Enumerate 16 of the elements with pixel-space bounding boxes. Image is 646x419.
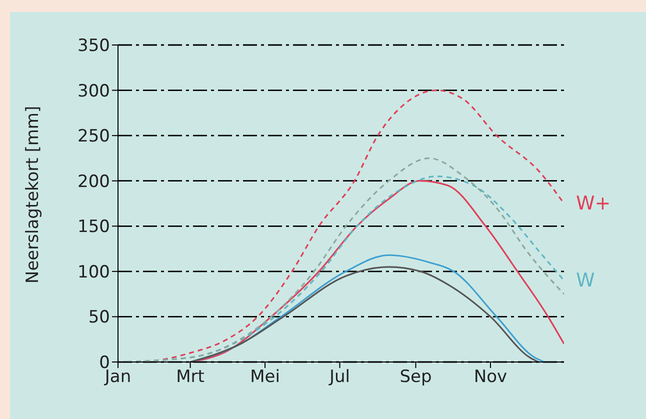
- y-tick-label: 50: [88, 308, 110, 328]
- x-tick-label: Nov: [474, 367, 508, 388]
- y-tick-label: 200: [78, 172, 110, 192]
- x-tick-label: Sep: [400, 367, 432, 388]
- y-axis-title: Neerslagtekort [mm]: [23, 106, 44, 284]
- x-tick-label: Jul: [328, 367, 350, 388]
- y-tick-label: 250: [78, 126, 110, 147]
- y-tick-label: 150: [78, 217, 110, 238]
- y-tick-label: 100: [78, 262, 110, 282]
- x-tick-label: Jan: [104, 367, 132, 388]
- y-tick-label: 300: [78, 81, 110, 102]
- series-label: W+: [576, 192, 611, 214]
- x-tick-label: Mei: [250, 367, 280, 388]
- x-tick-label: Mrt: [176, 367, 205, 388]
- y-tick-label: 350: [78, 36, 110, 56]
- series-label: W: [576, 269, 595, 292]
